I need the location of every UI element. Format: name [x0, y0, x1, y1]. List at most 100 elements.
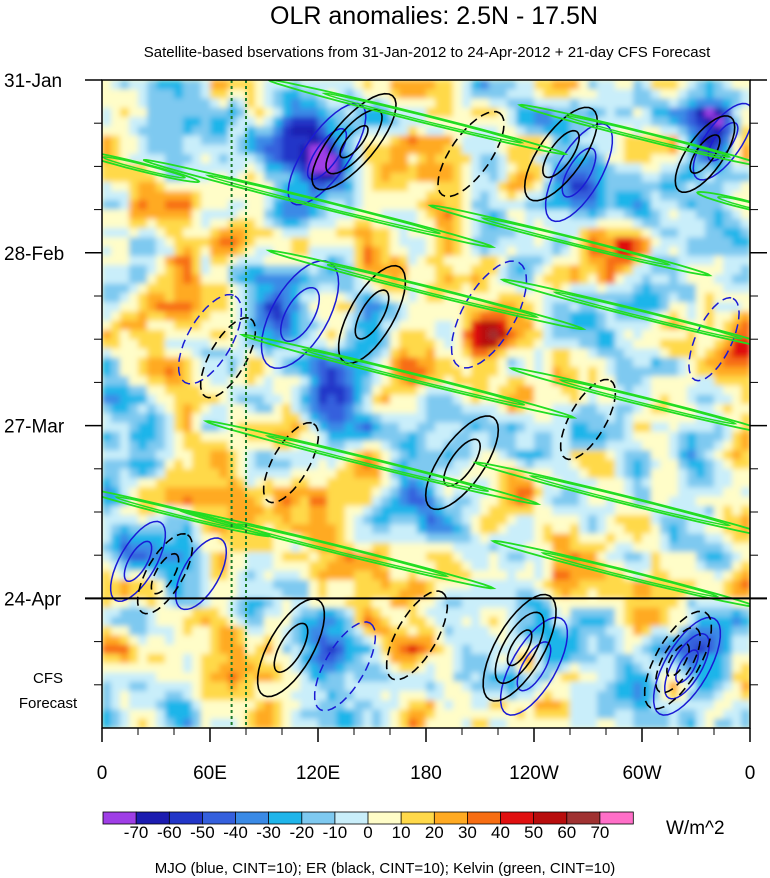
- anomaly-cell: [327, 154, 337, 164]
- anomaly-cell: [471, 589, 481, 599]
- anomaly-cell: [300, 265, 310, 275]
- anomaly-cell: [381, 200, 391, 211]
- anomaly-cell: [723, 80, 733, 90]
- anomaly-cell: [426, 218, 436, 229]
- anomaly-cell: [255, 228, 265, 238]
- anomaly-cell: [390, 329, 400, 340]
- anomaly-cell: [363, 524, 373, 535]
- anomaly-cell: [273, 487, 283, 498]
- anomaly-cell: [444, 505, 454, 516]
- anomaly-cell: [660, 320, 670, 331]
- anomaly-cell: [300, 653, 310, 664]
- anomaly-cell: [192, 589, 202, 599]
- anomaly-cell: [273, 107, 283, 118]
- anomaly-cell: [615, 681, 625, 692]
- anomaly-cell: [102, 209, 112, 220]
- anomaly-cell: [327, 209, 337, 220]
- anomaly-cell: [102, 515, 112, 525]
- anomaly-cell: [327, 292, 337, 303]
- anomaly-cell: [687, 181, 697, 192]
- anomaly-cell: [399, 700, 409, 711]
- anomaly-cell: [282, 459, 292, 470]
- anomaly-cell: [525, 320, 535, 331]
- anomaly-cell: [399, 616, 409, 627]
- anomaly-cell: [255, 209, 265, 220]
- anomaly-cell: [381, 441, 391, 451]
- anomaly-cell: [624, 265, 634, 275]
- anomaly-cell: [660, 218, 670, 229]
- anomaly-cell: [219, 89, 229, 100]
- anomaly-cell: [606, 663, 616, 674]
- anomaly-cell: [687, 413, 697, 424]
- anomaly-cell: [741, 607, 750, 618]
- anomaly-cell: [138, 237, 148, 248]
- anomaly-cell: [615, 700, 625, 711]
- anomaly-cell: [255, 626, 265, 637]
- anomaly-cell: [444, 607, 454, 618]
- anomaly-cell: [507, 117, 517, 127]
- anomaly-cell: [678, 181, 688, 192]
- anomaly-cell: [651, 265, 661, 275]
- anomaly-cell: [228, 413, 238, 424]
- anomaly-cell: [399, 487, 409, 498]
- anomaly-cell: [480, 515, 490, 525]
- anomaly-cell: [282, 200, 292, 211]
- anomaly-cell: [615, 107, 625, 118]
- anomaly-cell: [678, 450, 688, 461]
- anomaly-cell: [102, 718, 112, 728]
- anomaly-cell: [507, 570, 517, 581]
- anomaly-cell: [381, 163, 391, 174]
- anomaly-cell: [102, 524, 112, 535]
- anomaly-cell: [219, 209, 229, 220]
- anomaly-cell: [480, 135, 490, 146]
- anomaly-cell: [723, 89, 733, 100]
- anomaly-cell: [696, 524, 706, 535]
- anomaly-cell: [651, 163, 661, 174]
- anomaly-cell: [597, 80, 607, 90]
- anomaly-cell: [453, 246, 463, 257]
- anomaly-cell: [174, 681, 184, 692]
- anomaly-cell: [255, 376, 265, 387]
- anomaly-cell: [507, 163, 517, 174]
- anomaly-cell: [624, 653, 634, 664]
- anomaly-cell: [390, 339, 400, 350]
- anomaly-cell: [624, 422, 634, 433]
- anomaly-cell: [633, 228, 643, 238]
- anomaly-cell: [399, 329, 409, 340]
- anomaly-cell: [147, 292, 157, 303]
- anomaly-cell: [372, 524, 382, 535]
- anomaly-cell: [327, 607, 337, 618]
- anomaly-cell: [255, 681, 265, 692]
- anomaly-cell: [345, 524, 355, 535]
- anomaly-cell: [120, 311, 130, 322]
- anomaly-cell: [354, 172, 364, 183]
- anomaly-cell: [273, 515, 283, 525]
- anomaly-cell: [489, 200, 499, 211]
- anomaly-cell: [309, 626, 319, 637]
- anomaly-cell: [210, 292, 220, 303]
- anomaly-cell: [462, 144, 472, 155]
- anomaly-cell: [183, 718, 193, 728]
- anomaly-cell: [714, 283, 724, 294]
- anomaly-cell: [327, 80, 337, 90]
- anomaly-cell: [237, 292, 247, 303]
- anomaly-cell: [381, 320, 391, 331]
- anomaly-cell: [471, 413, 481, 424]
- anomaly-cell: [408, 357, 418, 368]
- anomaly-cell: [102, 283, 112, 294]
- anomaly-cell: [507, 441, 517, 451]
- anomaly-cell: [147, 218, 157, 229]
- anomaly-cell: [507, 154, 517, 164]
- anomaly-cell: [291, 191, 301, 201]
- anomaly-cell: [498, 367, 508, 377]
- anomaly-cell: [228, 700, 238, 711]
- anomaly-cell: [327, 311, 337, 322]
- anomaly-cell: [660, 89, 670, 100]
- anomaly-cell: [741, 89, 750, 100]
- anomaly-cell: [138, 357, 148, 368]
- anomaly-cell: [606, 478, 616, 488]
- anomaly-cell: [102, 329, 112, 340]
- anomaly-cell: [354, 80, 364, 90]
- anomaly-cell: [417, 579, 427, 590]
- anomaly-cell: [516, 515, 526, 525]
